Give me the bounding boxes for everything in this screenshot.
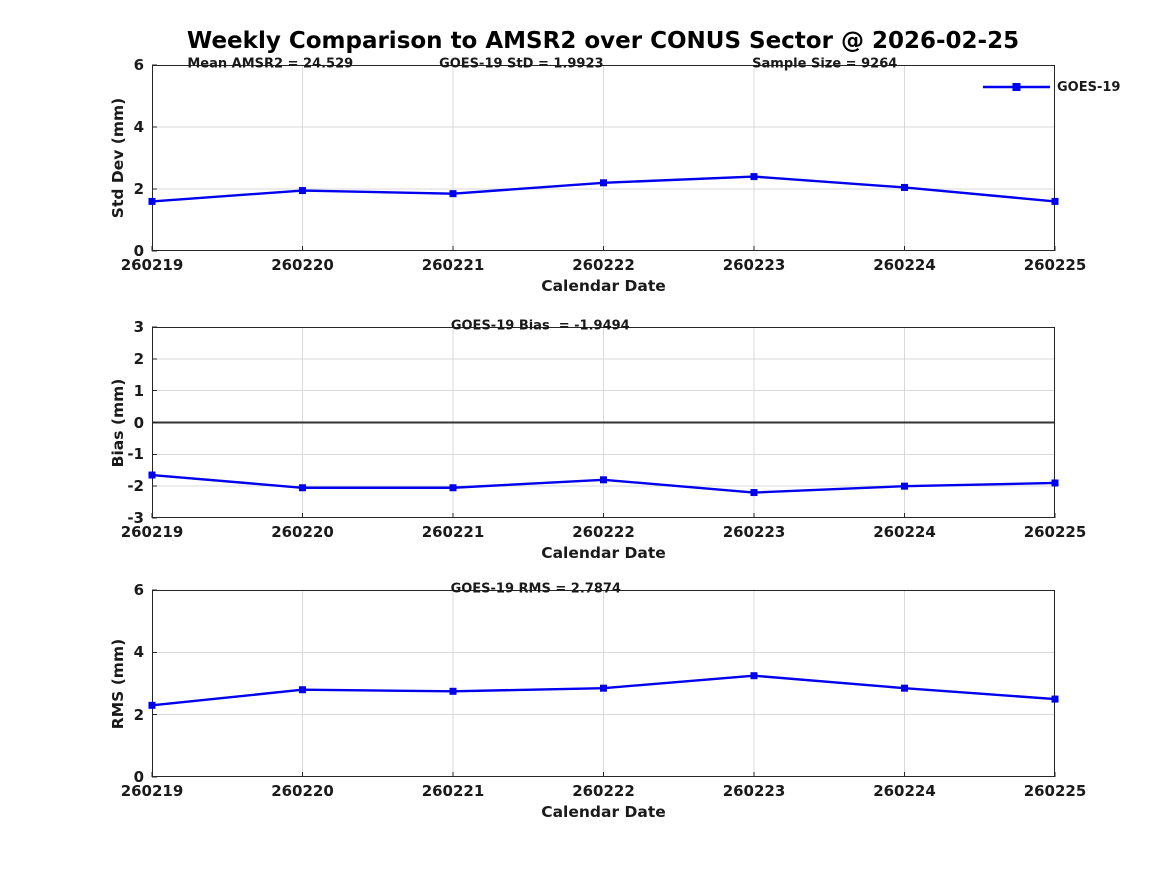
data-point-marker	[449, 687, 457, 695]
x-tick-label: 260221	[421, 523, 485, 541]
x-tick-label: 260225	[1023, 523, 1087, 541]
legend-label: GOES-19	[1057, 79, 1121, 95]
data-point-marker	[600, 476, 607, 484]
x-tick-label: 260220	[271, 523, 334, 541]
x-tick-label: 260221	[421, 782, 485, 800]
stat-annotation: Sample Size = 9264	[752, 56, 898, 72]
y-tick-label: 1	[133, 381, 144, 400]
plot-area-svg	[148, 589, 1059, 778]
data-point-marker	[600, 179, 607, 187]
legend: GOES-19	[983, 79, 1120, 95]
x-tick-label: 260220	[271, 782, 334, 800]
y-tick-label: 6	[133, 581, 144, 599]
subplot-rms: 260219 260220 260221 260222 260223 260224 2602…	[109, 581, 1086, 821]
data-point-marker	[148, 701, 156, 709]
x-tick-label: 260219	[120, 256, 184, 274]
x-tick-label: 260223	[722, 782, 786, 800]
y-tick-label: 0	[133, 242, 144, 260]
data-point-marker	[750, 489, 758, 497]
data-point-marker	[1051, 479, 1059, 487]
x-tick-label: 260224	[873, 782, 936, 800]
y-tick-label: 2	[133, 180, 144, 198]
stat-annotation: GOES-19 Bias = -1.9494	[450, 318, 630, 334]
figure-title: Weekly Comparison to AMSR2 over CONUS Se…	[186, 28, 1020, 54]
y-tick-label: 2	[133, 705, 144, 724]
x-tick-label: 260222	[572, 782, 635, 800]
data-point-marker	[600, 684, 607, 692]
x-tick-label: 260224	[873, 256, 936, 274]
x-tick-label: 260220	[271, 256, 334, 274]
y-tick-label: 3	[133, 318, 144, 336]
y-tick-label: 2	[133, 349, 144, 368]
data-point-marker	[750, 672, 758, 680]
data-point-marker	[299, 686, 306, 694]
x-axis-label: Calendar Date	[541, 803, 666, 821]
x-tick-label: 260221	[421, 256, 485, 274]
stat-annotation: Mean AMSR2 = 24.529	[187, 56, 354, 72]
plot-area-svg	[148, 64, 1059, 252]
data-point-marker	[901, 684, 908, 692]
data-point-marker	[750, 173, 758, 181]
y-axis-label: Std Dev (mm)	[109, 97, 127, 219]
data-point-marker	[299, 187, 306, 195]
y-tick-label: 4	[133, 118, 144, 136]
data-point-marker	[1051, 197, 1059, 205]
x-tick-label: 260225	[1023, 256, 1087, 274]
y-tick-label: -3	[127, 509, 144, 527]
y-axis-label: Bias (mm)	[109, 378, 127, 467]
stat-annotation: GOES-19 StD = 1.9923	[439, 56, 604, 72]
y-axis-label: RMS (mm)	[109, 638, 127, 729]
x-tick-label: 260223	[722, 256, 786, 274]
plot-area-svg	[148, 326, 1059, 519]
data-point-marker	[449, 190, 457, 198]
data-point-marker	[299, 484, 306, 492]
x-axis-label: Calendar Date	[541, 277, 666, 295]
data-point-marker	[148, 197, 156, 205]
y-tick-label: 4	[133, 643, 144, 662]
data-point-marker	[901, 482, 908, 490]
y-tick-label: 0	[133, 768, 144, 786]
subplot-std-dev: 260219 260220 260221 260222 260223 260224 2602…	[109, 56, 1086, 295]
x-tick-label: 260222	[572, 256, 635, 274]
x-tick-label: 260224	[873, 523, 936, 541]
subplot-bias: 260219 260220 260221 260222 260223 260224 2602…	[109, 318, 1086, 562]
x-tick-label: 260219	[120, 523, 184, 541]
x-tick-label: 260219	[120, 782, 184, 800]
y-tick-label: 0	[133, 413, 144, 432]
x-axis-label: Calendar Date	[541, 544, 666, 562]
stat-annotation: GOES-19 RMS = 2.7874	[450, 581, 621, 597]
data-point-marker	[901, 183, 908, 191]
data-point-marker	[148, 471, 156, 479]
y-tick-label: -1	[127, 445, 144, 464]
legend-line-marker-icon	[983, 83, 1050, 91]
x-tick-label: 260223	[722, 523, 786, 541]
data-point-marker	[449, 484, 457, 492]
data-point-marker	[1051, 695, 1059, 703]
x-tick-label: 260225	[1023, 782, 1087, 800]
x-tick-label: 260222	[572, 523, 635, 541]
y-tick-label: 6	[133, 56, 144, 74]
y-tick-label: -2	[127, 477, 144, 496]
